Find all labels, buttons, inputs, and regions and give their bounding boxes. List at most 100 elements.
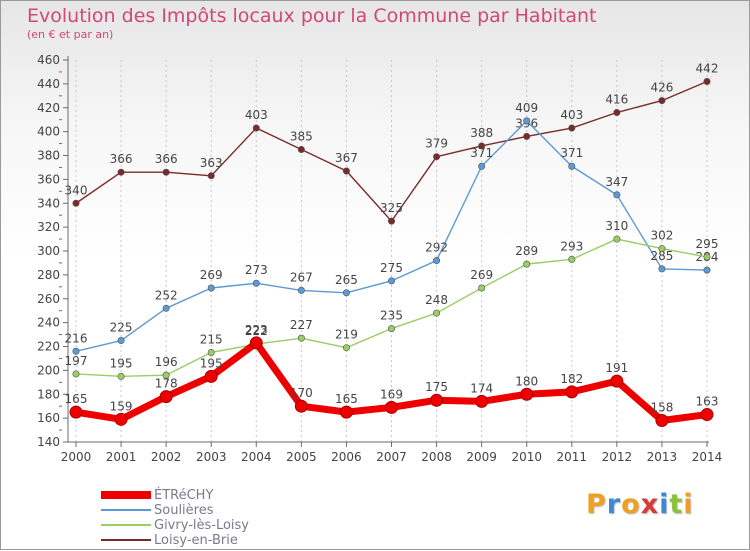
data-label-loisy-en-brie-2004: 403 bbox=[245, 108, 268, 122]
y-tick-label-380: 380 bbox=[37, 149, 60, 163]
data-point-soulieres-2010 bbox=[523, 117, 531, 125]
data-label-soulieres-2013: 285 bbox=[650, 249, 673, 263]
data-label-givry-les-loisy-2011: 293 bbox=[560, 239, 583, 253]
data-label-soulieres-2010: 409 bbox=[515, 101, 538, 115]
data-point-loisy-en-brie-2000 bbox=[72, 199, 80, 207]
y-tick-label-280: 280 bbox=[37, 268, 60, 282]
data-point-loisy-en-brie-2010 bbox=[523, 132, 531, 140]
data-point-soulieres-2002 bbox=[162, 304, 170, 312]
data-point-loisy-en-brie-2003 bbox=[207, 172, 215, 180]
data-point-givry-les-loisy-2008 bbox=[433, 309, 441, 317]
data-point-givry-les-loisy-2007 bbox=[387, 325, 395, 333]
data-label-etrechy-2014: 163 bbox=[696, 395, 719, 409]
data-label-soulieres-2009: 371 bbox=[470, 146, 493, 160]
data-point-soulieres-2005 bbox=[297, 286, 305, 294]
legend: ÉTRéCHY Soulières Givry-lès-Loisy Loisy-… bbox=[101, 488, 321, 548]
data-point-etrechy-2004 bbox=[249, 336, 263, 350]
data-point-soulieres-2006 bbox=[342, 289, 350, 297]
data-point-loisy-en-brie-2002 bbox=[162, 168, 170, 176]
data-label-givry-les-loisy-2012: 310 bbox=[605, 219, 628, 233]
data-label-loisy-en-brie-2001: 366 bbox=[110, 152, 133, 166]
data-point-givry-les-loisy-2011 bbox=[568, 255, 576, 263]
logo-letter: i bbox=[659, 489, 670, 520]
data-point-soulieres-2003 bbox=[207, 284, 215, 292]
data-label-loisy-en-brie-2011: 403 bbox=[560, 108, 583, 122]
data-label-loisy-en-brie-2009: 388 bbox=[470, 126, 493, 140]
data-label-soulieres-2002: 252 bbox=[155, 288, 178, 302]
chart-subtitle: (en € et par an) bbox=[27, 28, 114, 41]
data-point-etrechy-2013 bbox=[655, 414, 669, 428]
data-label-soulieres-2011: 371 bbox=[560, 146, 583, 160]
x-tick-label-2004: 2004 bbox=[241, 450, 272, 464]
data-point-etrechy-2014 bbox=[700, 408, 714, 422]
data-point-etrechy-2005 bbox=[294, 399, 308, 413]
y-tick-label-140: 140 bbox=[37, 435, 60, 449]
data-label-etrechy-2011: 182 bbox=[560, 372, 583, 386]
y-tick-label-460: 460 bbox=[37, 53, 60, 67]
data-label-givry-les-loisy-2003: 215 bbox=[200, 332, 223, 346]
data-point-soulieres-2011 bbox=[568, 162, 576, 170]
legend-item-loisy: Loisy-en-Brie bbox=[101, 533, 321, 548]
data-label-givry-les-loisy-2001: 195 bbox=[110, 356, 133, 370]
chart-title: Evolution des Impôts locaux pour la Comm… bbox=[27, 5, 597, 27]
data-point-loisy-en-brie-2005 bbox=[297, 146, 305, 154]
data-point-loisy-en-brie-2009 bbox=[478, 142, 486, 150]
data-label-loisy-en-brie-2007: 325 bbox=[380, 201, 403, 215]
data-point-etrechy-2007 bbox=[385, 400, 398, 414]
x-tick-label-2012: 2012 bbox=[602, 450, 633, 464]
data-label-etrechy-2007: 169 bbox=[380, 387, 403, 401]
data-point-loisy-en-brie-2006 bbox=[342, 167, 350, 175]
data-label-givry-les-loisy-2014: 295 bbox=[696, 237, 719, 251]
data-label-etrechy-2010: 180 bbox=[515, 374, 538, 388]
data-label-etrechy-2001: 159 bbox=[110, 399, 133, 413]
data-label-givry-les-loisy-2000: 197 bbox=[65, 354, 88, 368]
y-tick-label-320: 320 bbox=[37, 220, 60, 234]
data-point-givry-les-loisy-2000 bbox=[72, 370, 80, 378]
x-tick-label-2001: 2001 bbox=[106, 450, 137, 464]
data-point-etrechy-2009 bbox=[475, 394, 489, 408]
data-point-soulieres-2013 bbox=[658, 265, 666, 273]
data-label-givry-les-loisy-2002: 196 bbox=[155, 355, 178, 369]
data-point-soulieres-2008 bbox=[433, 257, 441, 265]
y-tick-label-260: 260 bbox=[37, 292, 60, 306]
data-point-etrechy-2000 bbox=[69, 405, 83, 419]
legend-swatch-givry bbox=[101, 524, 151, 526]
proxiti-logo: Proxiti bbox=[586, 489, 694, 520]
data-label-givry-les-loisy-2007: 235 bbox=[380, 309, 403, 323]
data-label-loisy-en-brie-2003: 363 bbox=[200, 156, 223, 170]
data-point-givry-les-loisy-2010 bbox=[523, 260, 531, 268]
data-label-givry-les-loisy-2008: 248 bbox=[425, 293, 448, 307]
x-tick-label-2005: 2005 bbox=[286, 450, 317, 464]
y-tick-label-400: 400 bbox=[37, 125, 60, 139]
legend-swatch-etrechy bbox=[101, 491, 151, 499]
data-point-soulieres-2012 bbox=[613, 191, 621, 199]
x-tick-label-2000: 2000 bbox=[61, 450, 92, 464]
x-tick-label-2014: 2014 bbox=[692, 450, 723, 464]
data-point-soulieres-2007 bbox=[387, 277, 395, 285]
data-label-soulieres-2006: 265 bbox=[335, 273, 358, 287]
data-label-soulieres-2003: 269 bbox=[200, 268, 223, 282]
data-point-etrechy-2012 bbox=[610, 374, 624, 388]
data-label-soulieres-2000: 216 bbox=[65, 331, 88, 345]
x-tick-label-2007: 2007 bbox=[376, 450, 407, 464]
data-label-soulieres-2008: 292 bbox=[425, 241, 448, 255]
data-point-givry-les-loisy-2014 bbox=[703, 253, 711, 261]
data-label-etrechy-2013: 158 bbox=[650, 401, 673, 415]
x-tick-label-2011: 2011 bbox=[557, 450, 588, 464]
logo-letter: i bbox=[683, 489, 694, 520]
data-point-etrechy-2001 bbox=[114, 412, 128, 426]
y-tick-label-360: 360 bbox=[37, 172, 60, 186]
y-tick-label-420: 420 bbox=[37, 101, 60, 115]
data-point-givry-les-loisy-2002 bbox=[162, 371, 170, 379]
data-label-etrechy-2004: 223 bbox=[245, 323, 268, 337]
data-label-etrechy-2012: 191 bbox=[605, 361, 628, 375]
data-point-etrechy-2002 bbox=[159, 390, 173, 404]
data-label-soulieres-2004: 273 bbox=[245, 263, 268, 277]
data-point-etrechy-2003 bbox=[204, 369, 218, 383]
data-label-givry-les-loisy-2004: 222 bbox=[245, 324, 268, 338]
logo-letter: r bbox=[606, 489, 622, 520]
data-point-loisy-en-brie-2013 bbox=[658, 97, 666, 105]
logo-letter: x bbox=[640, 489, 660, 520]
x-tick-label-2002: 2002 bbox=[151, 450, 182, 464]
data-label-etrechy-2009: 174 bbox=[470, 381, 493, 395]
